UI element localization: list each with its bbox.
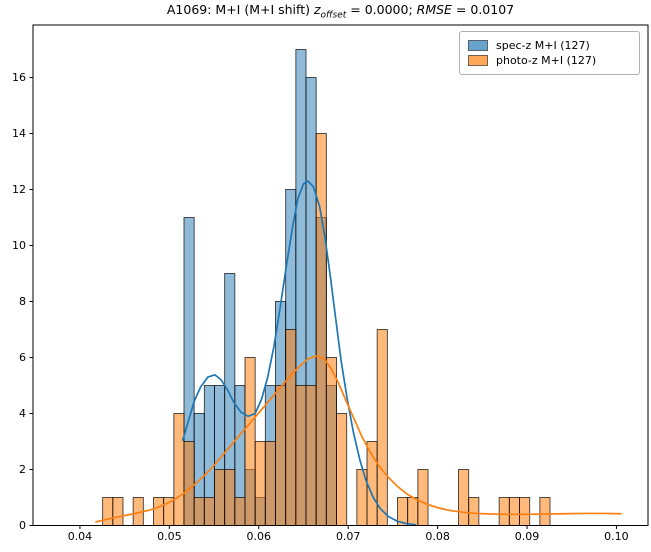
- histogram-bar-photo-z: [203, 497, 215, 526]
- x-tick-label: 0.05: [157, 530, 182, 543]
- histogram-bar-photo-z: [295, 385, 307, 526]
- histogram-bar-photo-z: [183, 441, 195, 526]
- legend-item-spec-z: spec-z M+I (127): [468, 39, 631, 52]
- x-tick-label: 0.04: [67, 530, 93, 543]
- histogram-bar-photo-z: [264, 441, 276, 526]
- legend-item-photo-z: photo-z M+I (127): [468, 54, 631, 67]
- histogram-bar-photo-z: [336, 413, 348, 526]
- y-tick-label: 2: [19, 462, 26, 476]
- legend-label-photo-z: photo-z M+I (127): [496, 54, 597, 67]
- title-prefix: A1069: M+I (M+I shift): [166, 2, 314, 17]
- histogram-bar-photo-z: [214, 469, 226, 526]
- x-tick-label: 0.10: [604, 530, 629, 543]
- histogram-bar-photo-z: [234, 497, 246, 526]
- histogram-bar-photo-z: [305, 385, 317, 526]
- histogram-bar-photo-z: [254, 441, 266, 526]
- y-tick-label: 14: [12, 126, 26, 140]
- histogram-bar-photo-z: [112, 497, 124, 526]
- title-suffix: = 0.0107: [451, 2, 515, 17]
- histogram-bar-photo-z: [458, 469, 470, 526]
- histogram-bar-photo-z: [468, 497, 480, 526]
- y-tick-label: 0: [19, 518, 26, 532]
- histogram-bar-photo-z: [153, 497, 165, 526]
- y-tick-label: 4: [19, 406, 26, 420]
- y-tick-label: 16: [12, 70, 26, 84]
- title-rmse-var: RMSE: [416, 2, 452, 17]
- title-z-var: z: [313, 2, 321, 17]
- histogram-bar-photo-z: [539, 497, 551, 526]
- x-tick-label: 0.06: [246, 530, 272, 543]
- histogram-bar-photo-z: [498, 497, 510, 526]
- y-tick-label: 10: [12, 238, 26, 252]
- histogram-bar-photo-z: [325, 357, 337, 526]
- legend-label-spec-z: spec-z M+I (127): [496, 39, 590, 52]
- axes-frame: [32, 24, 649, 526]
- histogram-bar-photo-z: [224, 469, 236, 526]
- spec-z-swatch-icon: [468, 40, 488, 51]
- histogram-bar-photo-z: [417, 469, 429, 526]
- x-tick-label: 0.08: [425, 530, 450, 543]
- title-z-subscript: offset: [320, 10, 347, 21]
- title-mid: = 0.0000;: [346, 2, 417, 17]
- y-tick-label: 8: [19, 294, 26, 308]
- histogram-bar-photo-z: [244, 357, 256, 526]
- histogram-bar-photo-z: [193, 497, 205, 526]
- histogram-bar-photo-z: [376, 329, 388, 526]
- histogram-bar-photo-z: [285, 329, 297, 526]
- legend: spec-z M+I (127) photo-z M+I (127): [459, 31, 640, 75]
- x-tick-label: 0.09: [514, 530, 540, 543]
- photo-z-kde-curve: [95, 355, 622, 523]
- spec-z-kde-curve: [181, 180, 417, 526]
- histogram-bar-photo-z: [173, 413, 185, 526]
- histogram-bar-photo-z: [519, 497, 531, 526]
- y-tick-label: 6: [19, 350, 26, 364]
- histogram-bar-photo-z: [102, 497, 114, 526]
- histogram-bar-photo-z: [407, 497, 419, 526]
- photo-z-swatch-icon: [468, 55, 488, 66]
- histogram-bar-photo-z: [508, 497, 520, 526]
- chart-title: A1069: M+I (M+I shift) zoffset = 0.0000;…: [33, 2, 648, 21]
- y-tick-label: 12: [12, 182, 26, 196]
- x-tick-label: 0.07: [335, 530, 361, 543]
- histogram-bar-photo-z: [275, 385, 287, 526]
- histogram-bar-photo-z: [315, 133, 327, 526]
